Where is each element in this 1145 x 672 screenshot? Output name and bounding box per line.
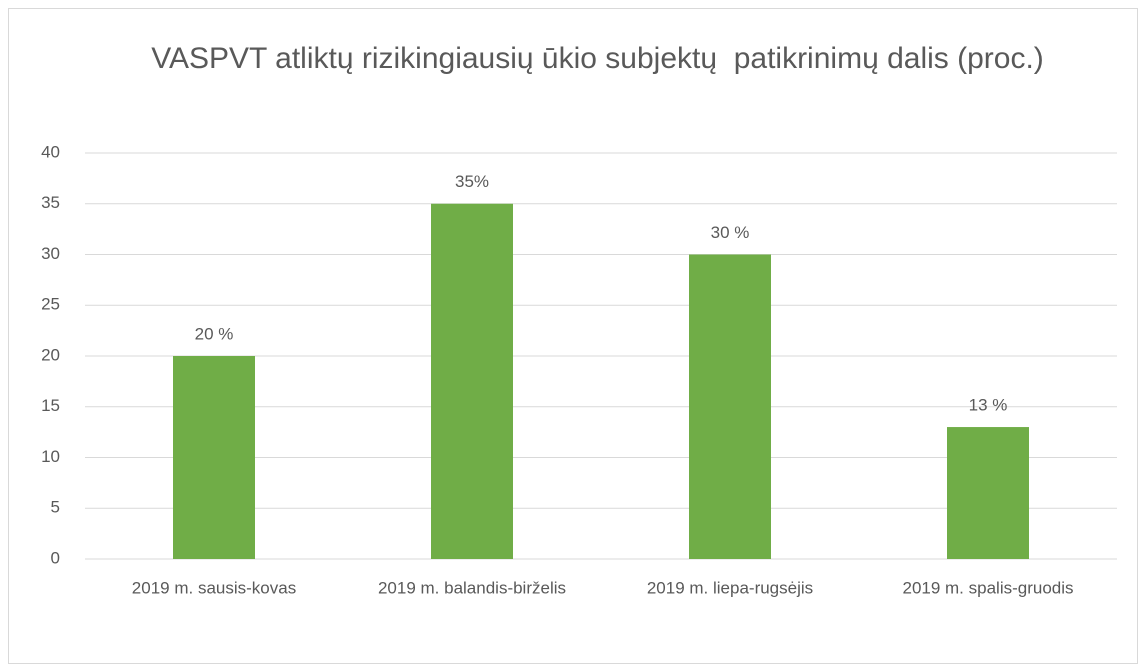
y-tick-label: 40 <box>41 142 60 161</box>
value-label: 20 % <box>195 324 234 343</box>
value-label: 13 % <box>969 396 1008 415</box>
chart-border <box>8 8 1138 664</box>
y-tick-label: 20 <box>41 345 60 364</box>
bar <box>173 356 255 559</box>
bar <box>431 203 513 559</box>
y-tick-label: 25 <box>41 295 60 314</box>
y-tick-label: 10 <box>41 447 60 466</box>
y-tick-label: 5 <box>51 498 60 517</box>
bar <box>689 254 771 559</box>
y-tick-label: 35 <box>41 193 60 212</box>
x-tick-label: 2019 m. sausis-kovas <box>132 578 296 597</box>
value-label: 30 % <box>711 223 750 242</box>
bar <box>947 427 1029 559</box>
y-tick-label: 0 <box>51 548 60 567</box>
y-tick-label: 30 <box>41 244 60 263</box>
x-tick-label: 2019 m. spalis-gruodis <box>902 578 1073 597</box>
x-tick-label: 2019 m. liepa-rugsėjis <box>647 578 813 597</box>
value-label: 35% <box>455 172 489 191</box>
x-tick-label: 2019 m. balandis-birželis <box>378 578 566 597</box>
chart-title: VASPVT atliktų rizikingiausių ūkio subje… <box>151 42 1044 75</box>
y-tick-label: 15 <box>41 396 60 415</box>
